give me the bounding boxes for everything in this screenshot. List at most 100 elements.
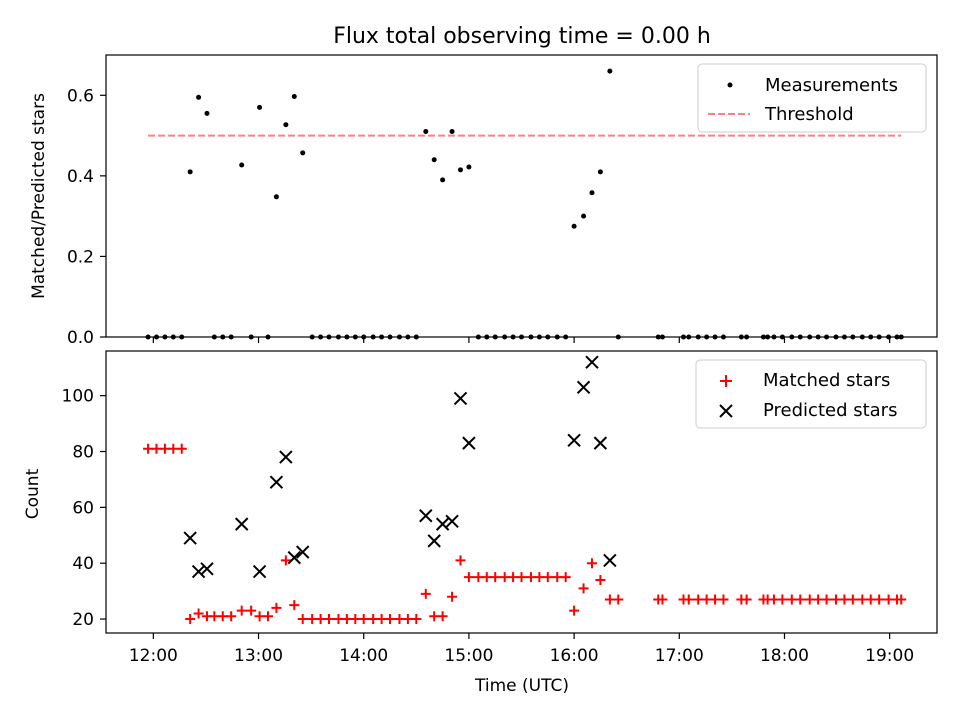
y-tick-label: 80 <box>72 443 94 463</box>
matched-star-point <box>516 572 527 583</box>
measurement-point <box>492 334 498 340</box>
measurement-point <box>396 334 402 340</box>
matched-star-point <box>209 611 220 622</box>
x-tick-label: 19:00 <box>865 646 914 666</box>
matched-star-point <box>143 443 154 454</box>
matched-star-point <box>534 572 545 583</box>
matched-star-point <box>271 602 282 613</box>
predicted-star-point <box>603 553 617 568</box>
matched-star-point <box>437 611 448 622</box>
matched-star-point <box>217 611 228 622</box>
predicted-star-point <box>295 545 310 559</box>
measurement-point <box>695 334 701 340</box>
matched-star-point <box>831 594 842 605</box>
predicted-star-point <box>279 450 293 464</box>
measurement-point <box>265 334 271 340</box>
matched-star-point <box>358 614 369 625</box>
measurement-point <box>387 334 393 340</box>
measurement-point <box>413 334 419 340</box>
predicted-star-point <box>427 534 441 548</box>
matched-star-point <box>883 594 894 605</box>
measurement-point <box>220 334 226 340</box>
matched-star-point <box>394 614 405 625</box>
measurement-point <box>528 334 534 340</box>
matched-star-point <box>857 594 868 605</box>
matched-star-point <box>473 572 484 583</box>
predicted-star-point <box>252 564 267 579</box>
matched-star-point <box>718 594 729 605</box>
y-tick-label: 20 <box>72 610 94 630</box>
measurement-point <box>659 334 665 340</box>
matched-star-point <box>499 572 510 583</box>
y-tick-label: 0.4 <box>67 167 94 187</box>
measurement-point <box>850 334 856 340</box>
measurement-point <box>771 334 777 340</box>
matched-star-point <box>289 600 300 611</box>
x-tick-label: 12:00 <box>129 646 178 666</box>
matched-star-point <box>768 594 779 605</box>
matched-star-point <box>701 594 712 605</box>
predicted-star-point <box>419 509 433 523</box>
measurement-point <box>457 167 463 173</box>
measurement-point <box>291 93 297 99</box>
measurement-point <box>886 334 892 340</box>
measurement-point <box>449 129 455 135</box>
matched-star-point <box>350 614 361 625</box>
matched-star-point <box>159 443 170 454</box>
matched-star-point <box>586 558 597 569</box>
measurement-point <box>581 213 587 219</box>
measurement-point <box>738 334 744 340</box>
matched-star-point <box>777 594 788 605</box>
measurement-point <box>615 334 621 340</box>
predicted-star-point <box>445 514 459 529</box>
measurement-point <box>833 334 839 340</box>
predicted-star-point <box>593 436 608 450</box>
matched-star-point <box>552 572 563 583</box>
matched-star-point <box>385 614 396 625</box>
measurement-point <box>484 334 490 340</box>
x-tick-label: 17:00 <box>655 646 704 666</box>
measurement-point <box>655 334 661 340</box>
predicted-star-point <box>183 531 197 545</box>
measurement-point <box>898 334 904 340</box>
measurement-point <box>361 334 367 340</box>
y-tick-label: 40 <box>72 554 94 574</box>
ratio-legend: Measurements Threshold <box>697 63 927 133</box>
matched-star-point <box>578 583 589 594</box>
measurement-point <box>744 334 750 340</box>
measurement-point <box>680 334 686 340</box>
predicted-star-point <box>269 475 284 489</box>
measurement-point <box>894 334 900 340</box>
matched-star-point <box>560 572 571 583</box>
predicted-star-point <box>567 433 581 448</box>
matched-star-point <box>463 572 474 583</box>
measurement-point <box>431 157 437 163</box>
legend-matched-label: Matched stars <box>763 370 890 391</box>
matched-star-point <box>236 605 247 616</box>
measurement-point <box>554 334 560 340</box>
matched-star-point <box>168 443 179 454</box>
matched-star-point <box>429 611 440 622</box>
matched-star-point <box>193 608 204 619</box>
matched-star-point <box>151 443 162 454</box>
measurement-point <box>704 334 710 340</box>
count-y-axis-label: Count <box>23 468 43 519</box>
matched-star-point <box>786 594 797 605</box>
measurement-point <box>335 334 341 340</box>
legend-matched-marker <box>720 375 732 387</box>
predicted-star-point <box>435 517 450 531</box>
predicted-star-point <box>576 380 591 395</box>
count-y-ticks: 20 40 60 80 100 <box>62 387 106 630</box>
measurement-point <box>502 334 508 340</box>
matched-star-point <box>490 572 501 583</box>
predicted-star-point <box>287 550 301 565</box>
matched-star-point <box>481 572 492 583</box>
measurement-point <box>475 334 481 340</box>
matched-star-point <box>376 614 387 625</box>
measurement-point <box>779 334 785 340</box>
measurement-point <box>824 334 830 340</box>
matched-star-point <box>226 611 237 622</box>
x-tick-label: 13:00 <box>234 646 283 666</box>
matched-star-point <box>821 594 832 605</box>
